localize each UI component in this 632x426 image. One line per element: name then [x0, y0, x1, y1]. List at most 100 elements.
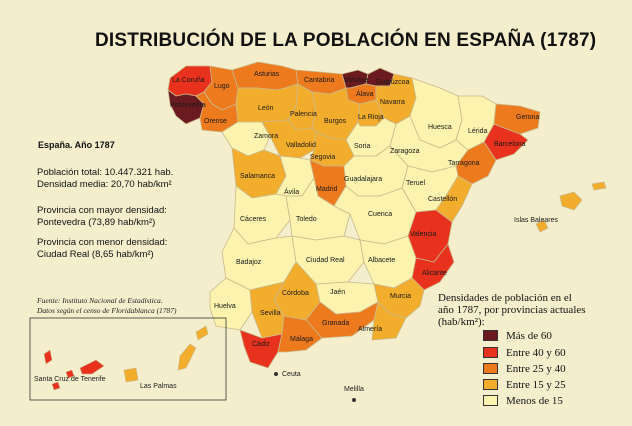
label-tarragona: Tarragona: [448, 160, 480, 167]
legend-title-line-2: año 1787, por provincias actuales: [438, 304, 586, 316]
island-la-palma[interactable]: [43, 349, 53, 365]
min-density-value: Ciudad Real (8,65 hab/km²): [37, 249, 154, 260]
legend-item: Entre 40 y 60: [483, 346, 566, 359]
label-teruel: Teruel: [406, 180, 426, 187]
label-barcelona: Barcelona: [494, 141, 526, 148]
label-albacete: Albacete: [368, 257, 395, 264]
province-labels: La Coruña Lugo Pontevedra Orense Asturia…: [34, 71, 558, 393]
label-lerida: Lérida: [468, 128, 488, 135]
label-burgos: Burgos: [324, 118, 347, 125]
label-malaga: Málaga: [290, 336, 313, 343]
label-cuenca: Cuenca: [368, 211, 392, 218]
label-asturias: Asturias: [254, 71, 280, 78]
canarias-inset-frame: [29, 317, 227, 401]
legend-swatch: [483, 395, 498, 406]
island-menorca: [591, 181, 607, 191]
legend-label: Entre 25 y 40: [506, 362, 566, 375]
label-caceres: Cáceres: [240, 216, 267, 223]
mean-density: Densidad media: 20,70 hab/km²: [37, 179, 172, 190]
max-density-label: Provincia con mayor densidad:: [37, 205, 167, 216]
label-granada: Granada: [322, 320, 349, 327]
label-soria: Soria: [354, 143, 370, 150]
label-almeria: Almería: [358, 326, 382, 333]
label-madrid: Madrid: [316, 186, 338, 193]
legend-item: Más de 60: [483, 329, 552, 342]
label-lugo: Lugo: [214, 83, 230, 90]
label-leon: León: [258, 105, 274, 112]
legend-item: Entre 15 y 25: [483, 378, 566, 391]
legend-swatch: [483, 363, 498, 374]
label-jaen: Jaén: [330, 289, 345, 296]
legend-label: Entre 15 y 25: [506, 378, 566, 391]
island-lanzarote[interactable]: [195, 325, 209, 341]
label-melilla: Melilla: [344, 386, 364, 393]
label-sevilla: Sevilla: [260, 310, 281, 317]
min-density-label: Provincia con menor densidad:: [37, 237, 168, 248]
province-cadiz[interactable]: [239, 329, 283, 369]
label-valencia: Valencia: [410, 231, 436, 238]
label-pontevedra: Pontevedra: [170, 102, 206, 109]
label-vizcaya: Vizcaya: [344, 77, 368, 84]
label-santa-cruz: Santa Cruz de Tenerife: [34, 376, 106, 383]
province-almeria[interactable]: [371, 301, 407, 341]
legend-swatch: [483, 330, 498, 341]
label-las-palmas: Las Palmas: [140, 383, 177, 390]
label-avila: Ávila: [284, 187, 299, 196]
label-guadalajara: Guadalajara: [344, 176, 382, 183]
label-zamora: Zamora: [254, 133, 278, 140]
label-valladolid: Valladolid: [286, 142, 316, 149]
source-note: Fuente: Instituto Nacional de Estadístic…: [37, 296, 177, 316]
info-heading: España. Año 1787: [38, 140, 115, 150]
label-segovia: Segovia: [310, 154, 335, 161]
legend-swatch: [483, 379, 498, 390]
label-la-coruna: La Coruña: [172, 77, 205, 84]
legend-item: Entre 25 y 40: [483, 362, 566, 375]
source-line-2: Datos según el censo de Floridablanca (1…: [37, 306, 177, 315]
province-islas-baleares[interactable]: [559, 191, 583, 211]
label-la-rioja: La Rioja: [358, 114, 384, 121]
legend-label: Entre 40 y 60: [506, 346, 566, 359]
label-ceuta: Ceuta: [282, 371, 301, 378]
label-huesca: Huesca: [428, 124, 452, 131]
label-badajoz: Badajoz: [236, 259, 262, 266]
label-zaragoza: Zaragoza: [390, 148, 420, 155]
island-fuerteventura[interactable]: [177, 343, 197, 371]
island-tenerife[interactable]: [79, 359, 105, 375]
island-hierro[interactable]: [51, 381, 61, 391]
melilla-marker: [352, 398, 356, 402]
legend-title-line-1: Densidades de población en el: [438, 292, 572, 304]
label-ciudad-real: Ciudad Real: [306, 257, 345, 264]
legend-item: Menos de 15: [483, 394, 563, 407]
island-gran-canaria[interactable]: [123, 367, 139, 383]
province-huelva[interactable]: [209, 277, 253, 331]
province-shapes: [167, 61, 607, 369]
label-cadiz: Cádiz: [252, 341, 270, 348]
label-gerona: Gerona: [516, 114, 539, 121]
label-murcia: Murcia: [390, 293, 411, 300]
legend-label: Menos de 15: [506, 394, 563, 407]
label-orense: Orense: [204, 118, 227, 125]
label-islas-baleares: Islas Baleares: [514, 217, 558, 224]
source-line-1: Fuente: Instituto Nacional de Estadístic…: [37, 296, 163, 305]
province-leon[interactable]: [235, 83, 299, 123]
label-cordoba: Córdoba: [282, 290, 309, 297]
legend-swatch: [483, 347, 498, 358]
label-castellon: Castellón: [428, 196, 457, 203]
label-toledo: Toledo: [296, 216, 317, 223]
island-ibiza: [535, 219, 549, 233]
label-salamanca: Salamanca: [240, 173, 275, 180]
max-density-value: Pontevedra (73,89 hab/km²): [37, 217, 156, 228]
legend-label: Más de 60: [506, 329, 552, 342]
island-gomera[interactable]: [65, 369, 75, 379]
canarias-islands: [43, 325, 209, 391]
label-navarra: Navarra: [380, 99, 405, 106]
total-population: Población total: 10.447.321 hab.: [37, 167, 174, 178]
province-malaga[interactable]: [277, 315, 323, 353]
ceuta-marker: [274, 372, 278, 376]
label-palencia: Palencia: [290, 111, 317, 118]
legend-title-line-3: (hab/km²):: [438, 316, 485, 328]
label-cantabria: Cantabria: [304, 77, 334, 84]
label-alicante: Alicante: [422, 270, 447, 277]
label-alava: Álava: [356, 89, 374, 98]
